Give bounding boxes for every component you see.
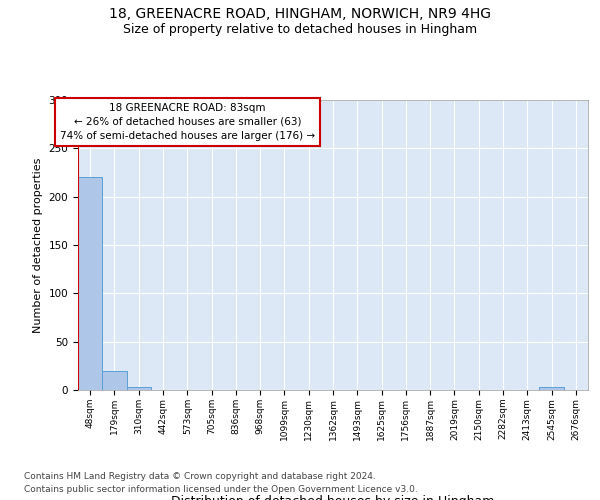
X-axis label: Distribution of detached houses by size in Hingham: Distribution of detached houses by size …: [172, 496, 494, 500]
Bar: [102, 370, 127, 390]
Bar: [539, 387, 564, 390]
Text: 18, GREENACRE ROAD, HINGHAM, NORWICH, NR9 4HG: 18, GREENACRE ROAD, HINGHAM, NORWICH, NR…: [109, 8, 491, 22]
Bar: [127, 387, 151, 390]
Bar: [78, 178, 102, 390]
Text: Size of property relative to detached houses in Hingham: Size of property relative to detached ho…: [123, 22, 477, 36]
Text: Contains HM Land Registry data © Crown copyright and database right 2024.: Contains HM Land Registry data © Crown c…: [24, 472, 376, 481]
Y-axis label: Number of detached properties: Number of detached properties: [33, 158, 43, 332]
Text: 18 GREENACRE ROAD: 83sqm
← 26% of detached houses are smaller (63)
74% of semi-d: 18 GREENACRE ROAD: 83sqm ← 26% of detach…: [60, 103, 315, 141]
Text: Contains public sector information licensed under the Open Government Licence v3: Contains public sector information licen…: [24, 485, 418, 494]
